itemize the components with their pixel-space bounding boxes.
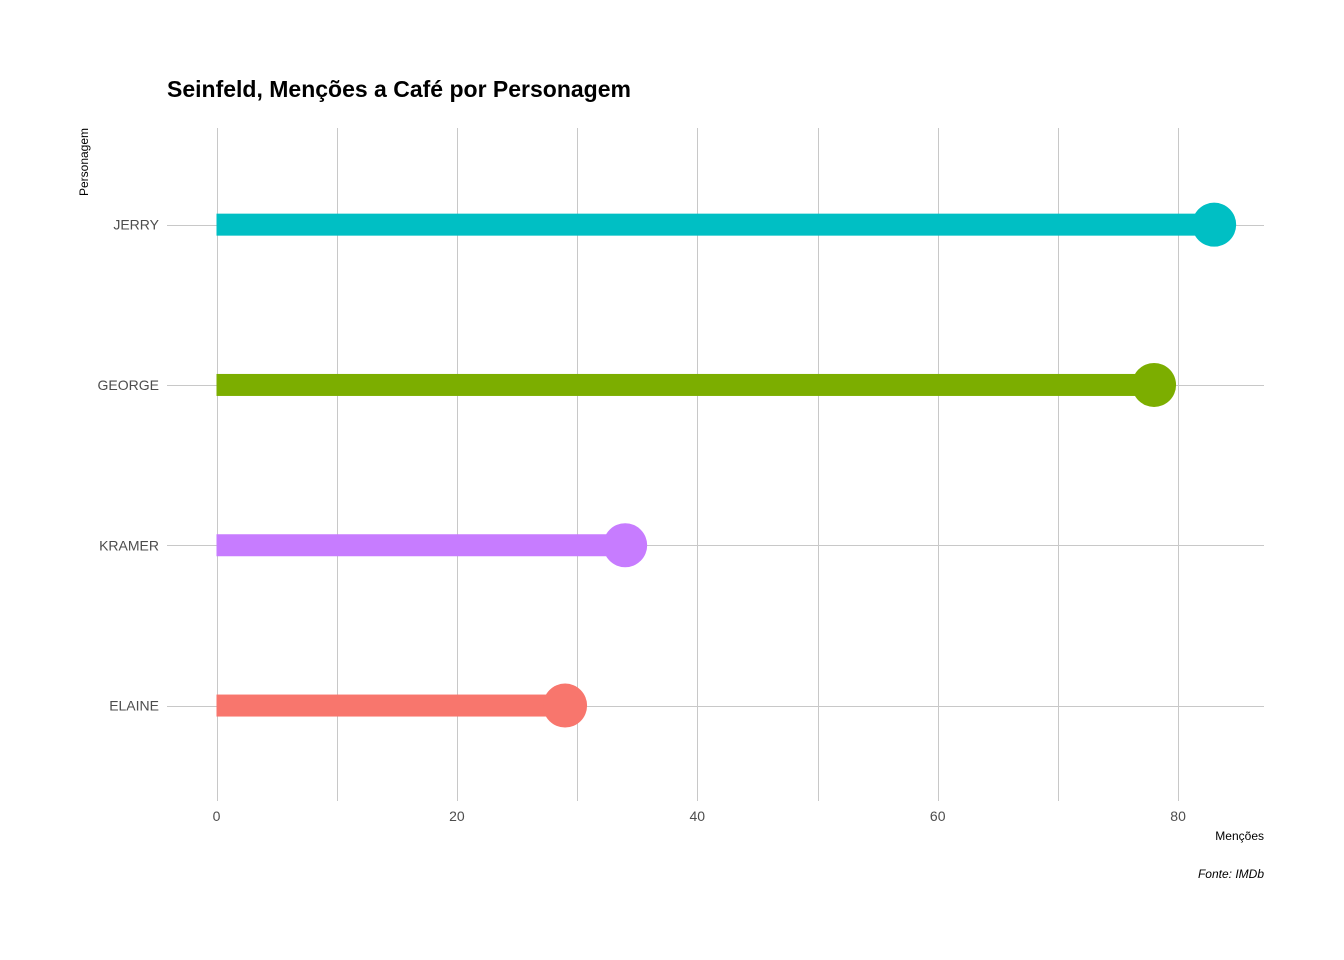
y-tick-label: ELAINE [109, 698, 159, 714]
lollipop-stem-kramer [216, 534, 626, 557]
y-tick-label: KRAMER [99, 537, 159, 553]
lollipop-stem-jerry [216, 213, 1215, 236]
lollipop-dot-elaine [543, 683, 588, 728]
x-tick-label: 20 [449, 808, 465, 824]
y-axis-title: Personagem [77, 128, 91, 196]
x-tick-label: 80 [1170, 808, 1186, 824]
y-tick-label: GEORGE [98, 377, 159, 393]
y-tick-label: JERRY [113, 217, 159, 233]
lollipop-dot-kramer [603, 523, 648, 568]
lollipop-stem-elaine [216, 694, 566, 717]
x-tick-label: 0 [213, 808, 221, 824]
lollipop-dot-george [1132, 362, 1177, 407]
x-tick-label: 40 [690, 808, 706, 824]
lollipop-dot-jerry [1192, 202, 1237, 247]
lollipop-stem-george [216, 373, 1155, 396]
tick-layer: JERRY GEORGE KRAMER ELAINE 0 20 40 60 80 [98, 217, 1187, 824]
chart-caption: Fonte: IMDb [1198, 867, 1264, 881]
chart-title: Seinfeld, Menções a Café por Personagem [167, 76, 631, 102]
x-axis-title: Menções [1215, 829, 1264, 843]
mark-layer [216, 202, 1237, 728]
x-tick-label: 60 [930, 808, 946, 824]
